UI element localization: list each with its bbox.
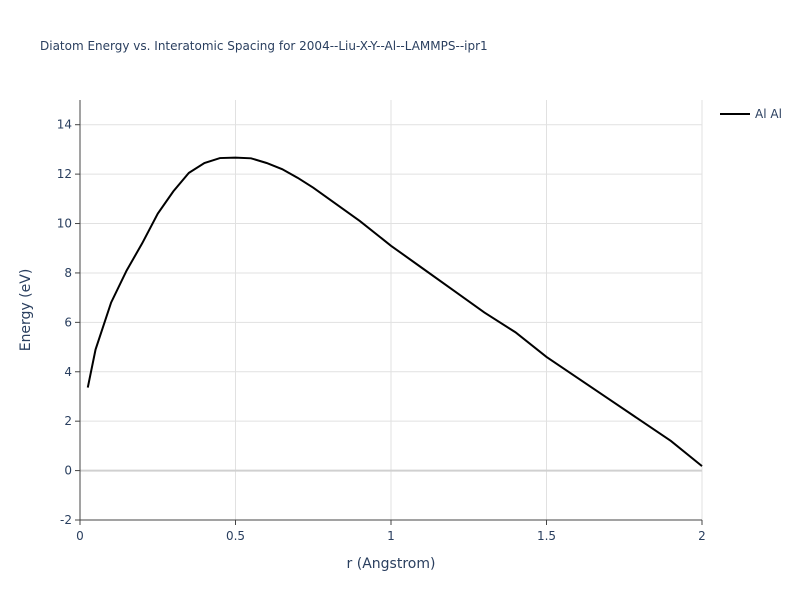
y-tick-label: 2 xyxy=(64,414,72,428)
y-tick-label: 6 xyxy=(64,315,72,329)
y-tick-label: 14 xyxy=(57,118,72,132)
x-tick-label: 1 xyxy=(387,529,395,543)
y-tick-label: 4 xyxy=(64,365,72,379)
x-tick-label: 0 xyxy=(76,529,84,543)
y-tick-label: 12 xyxy=(57,167,72,181)
y-axis-label: Energy (eV) xyxy=(18,269,34,352)
legend-label: Al Al xyxy=(755,107,782,121)
y-tick-label: -2 xyxy=(60,513,72,527)
x-axis-label: r (Angstrom) xyxy=(347,556,436,572)
data-line xyxy=(86,156,703,467)
y-tick-label: 0 xyxy=(64,464,72,478)
y-tick-label: 10 xyxy=(57,217,72,231)
x-tick-label: 2 xyxy=(698,529,706,543)
x-tick-label: 0.5 xyxy=(226,529,245,543)
chart-title: Diatom Energy vs. Interatomic Spacing fo… xyxy=(40,39,488,53)
y-tick-label: 8 xyxy=(64,266,72,280)
x-tick-label: 1.5 xyxy=(537,529,556,543)
